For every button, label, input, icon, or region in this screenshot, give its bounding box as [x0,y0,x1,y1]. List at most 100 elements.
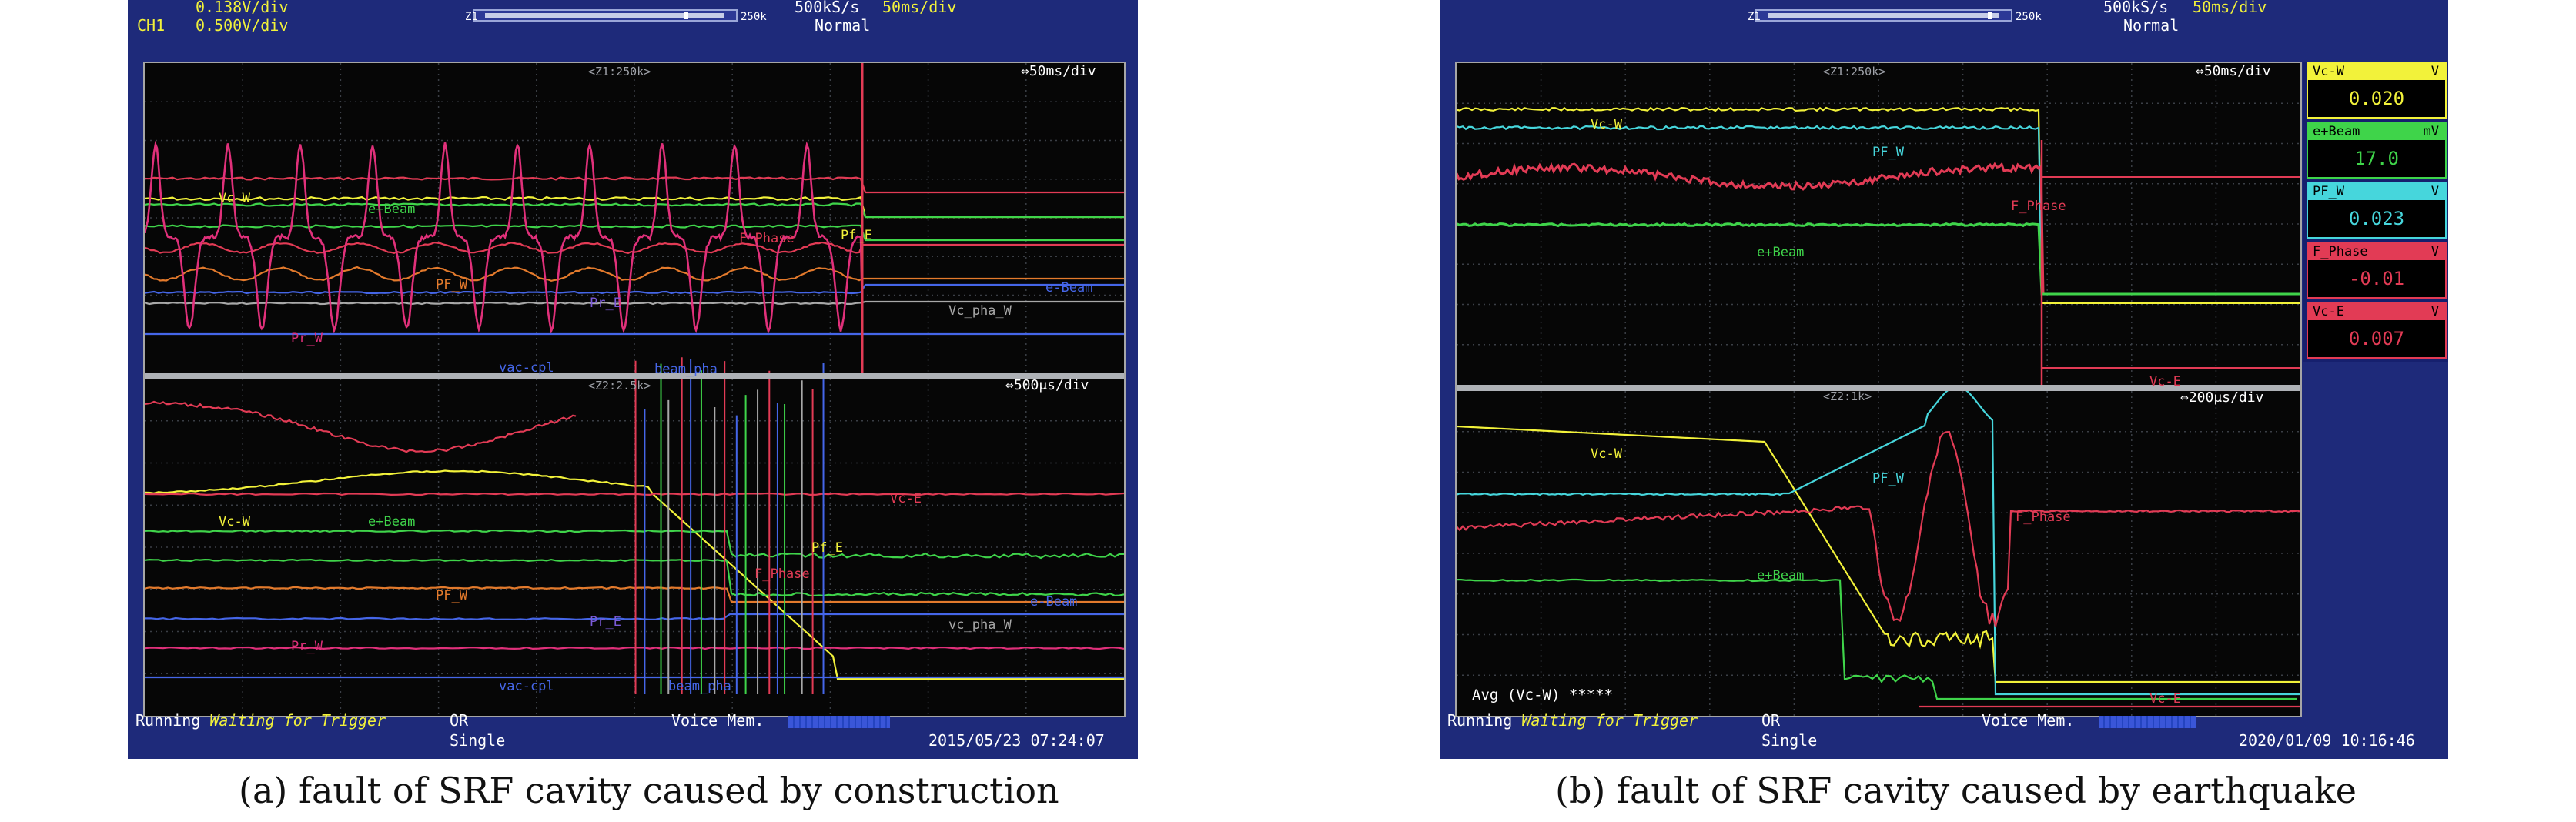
trace-vc-e-lower [145,492,1124,496]
measurement-name: PF_W [2313,184,2344,199]
running-label: Running [1447,711,1513,730]
trace-label-f-phase: F_Phase [2011,199,2066,214]
measurement-name: Vc-E [2313,304,2344,319]
trace-e-plus-beam [145,202,1124,219]
scope-screen-b: <Z1:250k> ⇔50ms/div <Z2:1k> ⇔200μs/div V… [1455,62,2302,717]
trace-label-pf-e-lower: Pf_E [811,540,843,556]
trace-pf-w-lower [145,586,1124,603]
trace-label-vac-cpl-lower: vac-cpl [499,679,554,694]
zoom-bar-right-label: 250k [2016,11,2042,23]
lower-zoom-label: <Z2:1k> [1823,389,1872,403]
trace-label-pf-w-lower: PF_W [436,588,467,603]
trace-label-pf-w-lower: PF_W [1872,471,1904,486]
upper-timebase: ⇔50ms/div [2196,63,2271,79]
trigger-status: Waiting for Trigger [1521,711,1698,730]
oscilloscope-a: 0.138V/div CH1 0.500V/div Z1 250k 500kS/… [128,0,1138,759]
trace-pf-w-lower [1457,386,2300,696]
trace-label-f-phase-lower: F_Phase [2016,510,2071,525]
datetime: 2015/05/23 07:24:07 [928,731,1105,750]
measurement-value: 0.023 [2348,208,2405,229]
lower-timebase: ⇔500μs/div [1005,377,1089,393]
avg-label: Avg (Vc-W) ***** [1472,687,1614,703]
ch1-scale: 0.500V/div [196,16,289,35]
zoom-bar-left-label: Z1 [1748,11,1761,23]
ch1-label: CH1 [137,16,166,35]
zoom-position-bar[interactable] [473,9,738,22]
acq-status: Running Waiting for Trigger [135,711,386,730]
acq-status: Running Waiting for Trigger [1447,711,1698,730]
trigger-mode-normal: Normal [815,16,871,35]
trace-label-vc-w: Vc-W [219,191,250,206]
measurement-value: 0.007 [2348,328,2405,349]
trace-label-e-plus-beam-lower: e+Beam [368,514,416,530]
measurement-pf-w[interactable]: PF_W V 0.023 [2307,182,2447,239]
zoom-bar-fill [1768,13,1999,18]
trigger-or: OR [1761,711,1781,730]
voice-memo: Voice Mem. [1982,711,2075,730]
zoom-position-bar[interactable] [1755,9,2012,22]
measurement-vc-w[interactable]: Vc-W V 0.020 [2307,62,2447,119]
trace-label-pr-e: Pr_E [590,296,621,311]
scope-screen-a: <Z1:250k> ⇔50ms/div <Z2:2.5k> ⇔500μs/div… [143,62,1126,717]
measurement-vc-e[interactable]: Vc-E V 0.007 [2307,302,2447,359]
oscilloscope-b: Z1 250k 500kS/s 50ms/div Normal <Z1:250k… [1440,0,2448,759]
trace-e-plus-beam [1457,222,2300,296]
trace-label-e-plus-beam-lower: e+Beam [1757,568,1805,583]
zoom-position-marker[interactable] [684,12,688,19]
trace-label-pf-w: PF_W [1872,145,1904,160]
lower-zoom-label: <Z2:2.5k> [588,379,651,393]
zoom-bar-right-label: 250k [741,11,767,23]
trace-label-vc-e-lower: Vc-E [2149,691,2181,707]
trace-vc-e-arch [145,400,577,453]
measurement-value: 17.0 [2354,148,2399,169]
measurement-panel: Vc-W V 0.020 e+Beam mV 17.0 PF_W V 0.023 F_… [2303,62,2448,362]
trace-label-pr-w-lower: Pr_W [291,639,323,654]
trace-pr-w-lower [145,646,1124,650]
measurement-unit: V [2430,184,2439,199]
trace-label-e-minus-beam: e-Beam [1045,280,1093,296]
trace-label-vc-pha-w: Vc_pha_W [948,303,1012,319]
trace-pf-e-lower [145,558,1124,597]
trace-label-e-plus-beam: e+Beam [368,202,416,217]
measurement-unit: V [2430,64,2439,79]
measurement-value: -0.01 [2348,268,2405,289]
running-label: Running [135,711,201,730]
trace-label-vac-cpl: vac-cpl [499,360,554,376]
trace-pf-w [145,266,1124,282]
trace-label-pf-w: PF_W [436,277,467,292]
upper-zoom-label: <Z1:250k> [1823,65,1886,79]
trace-label-pf-e: Pf_E [841,228,872,243]
caption-a: (a) fault of SRF cavity caused by constr… [239,770,1059,811]
measurement-value: 0.020 [2348,88,2405,109]
trace-vc-w-lower [145,469,1124,680]
measurement-name: e+Beam [2313,124,2360,139]
trace-e-plus-beam-lower [145,529,1124,560]
ch-scale-top: 0.138V/div [196,0,289,16]
measurement-f-phase[interactable]: F_Phase V -0.01 [2307,242,2447,299]
timebase: 50ms/div [882,0,957,16]
zoom-position-marker[interactable] [1988,12,1992,19]
trigger-status: Waiting for Trigger [209,711,386,730]
trace-label-vc-w-lower: Vc-W [219,514,250,530]
acq-single: Single [450,731,506,750]
trace-label-vc-e: Vc-E [2149,374,2181,389]
voice-memo-bar [788,716,890,728]
trace-label-vc-e: Vc-E [890,491,922,506]
trace-f-phase [145,176,1124,194]
trace-label-pr-w: Pr_W [291,331,323,346]
measurement-unit: V [2430,244,2439,259]
lower-timebase: ⇔200μs/div [2180,389,2264,406]
trace-e-minus-beam-lower [145,613,1124,621]
trace-label-vc-pha-w-lower: vc_pha_W [948,617,1012,633]
timebase: 50ms/div [2193,0,2267,16]
trace-e-minus-beam [145,283,1124,295]
datetime: 2020/01/09 10:16:46 [2239,731,2415,750]
acq-single: Single [1761,731,1818,750]
waveform-plot-b [1457,63,2300,716]
trace-label-beam-pha-lower: beam_pha [668,679,731,694]
measurement-e-plus-beam[interactable]: e+Beam mV 17.0 [2307,122,2447,179]
zoom-divider [145,373,1124,379]
voice-memo: Voice Mem. [671,711,764,730]
zoom-bar-left-label: Z1 [465,11,478,23]
trigger-mode-normal: Normal [2123,16,2180,35]
